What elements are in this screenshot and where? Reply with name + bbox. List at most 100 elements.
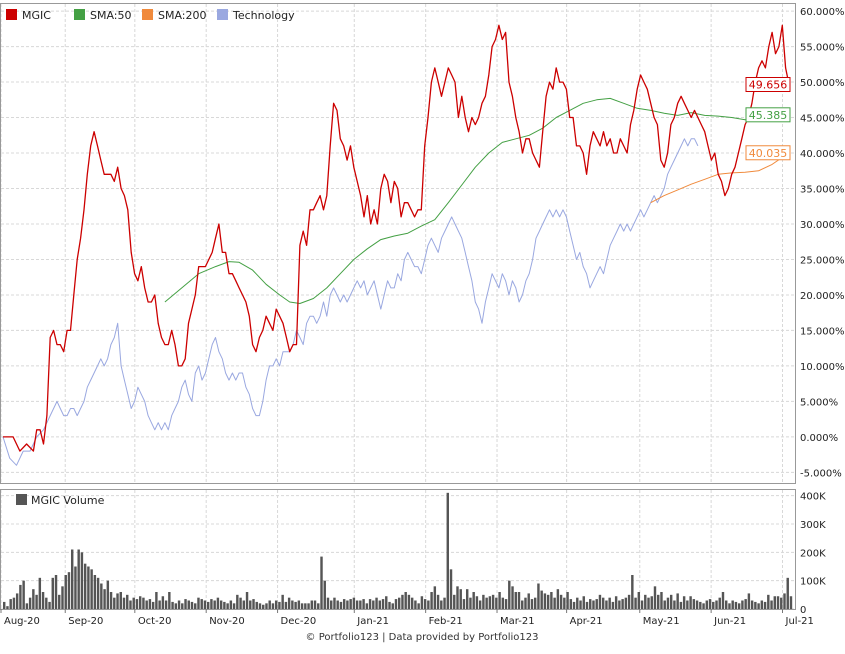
- volume-bar: [611, 601, 615, 609]
- price-panel-frame: [0, 3, 796, 484]
- volume-bar: [138, 596, 142, 609]
- volume-bar: [6, 606, 9, 609]
- volume-bar: [637, 592, 641, 609]
- volume-bar: [540, 590, 543, 609]
- volume-bar: [760, 600, 764, 609]
- volume-bar: [737, 603, 741, 609]
- volume-bar: [770, 600, 773, 609]
- x-tick-label: Aug-20: [4, 616, 40, 627]
- volume-bar: [559, 594, 563, 609]
- volume-bar: [51, 577, 54, 609]
- volume-bar: [715, 600, 718, 609]
- volume-bar: [219, 600, 223, 609]
- volume-bar: [151, 601, 155, 609]
- volume-bar: [249, 600, 252, 609]
- volume-bar: [595, 599, 598, 609]
- volume-bar: [744, 599, 747, 609]
- volume-bar: [475, 596, 479, 609]
- end-label-box-sma50: [745, 107, 791, 123]
- volume-bar: [440, 600, 443, 609]
- end-label-box-price: [745, 77, 791, 93]
- volume-bar: [686, 600, 689, 609]
- volume-bar: [164, 600, 168, 609]
- x-tick-label: Jan-21: [356, 616, 389, 627]
- volume-bar: [223, 601, 226, 609]
- volume-bar: [504, 599, 508, 609]
- volume-bar: [543, 593, 547, 609]
- price-y-tick-label: 50.000%: [800, 78, 845, 89]
- volume-bar: [627, 594, 631, 609]
- price-y-tick-label: 0.000%: [800, 433, 838, 444]
- volume-bar: [689, 596, 692, 609]
- volume-bar: [265, 603, 268, 609]
- volume-bar: [200, 599, 203, 609]
- volume-bar: [569, 599, 573, 609]
- volume-bar: [15, 593, 19, 609]
- volume-bar: [177, 600, 181, 609]
- volume-bars: [3, 492, 793, 609]
- volume-bar: [368, 599, 372, 609]
- volume-bar: [598, 594, 602, 609]
- volume-bar: [304, 603, 307, 609]
- volume-bar: [323, 580, 326, 609]
- volume-bar: [342, 599, 346, 609]
- volume-bar: [786, 577, 789, 609]
- volume-bar: [614, 596, 618, 609]
- volume-bar: [103, 589, 106, 609]
- volume-y-axis: 400K 300K 200K 100K 0: [800, 492, 826, 616]
- volume-bar: [116, 593, 119, 609]
- volume-bar: [734, 601, 738, 609]
- volume-bar: [767, 594, 770, 609]
- volume-bar: [449, 569, 453, 609]
- price-y-tick-label: 5.000%: [800, 397, 838, 408]
- credit-text: © Portfolio123 | Data provided by Portfo…: [306, 632, 539, 643]
- volume-bar: [96, 577, 100, 609]
- volume-bar: [621, 599, 624, 609]
- volume-bar: [430, 592, 433, 609]
- volume-bar: [757, 603, 760, 609]
- volume-bar: [38, 577, 42, 609]
- volume-bar: [291, 600, 294, 609]
- volume-bar: [436, 594, 440, 609]
- volume-bar: [109, 592, 113, 609]
- volume-bar: [284, 601, 288, 609]
- price-y-tick-label: 35.000%: [800, 185, 845, 196]
- volume-bar: [145, 600, 148, 609]
- volume-bar: [676, 593, 679, 609]
- legend-swatch-volume: [16, 494, 27, 505]
- volume-bar: [456, 586, 459, 609]
- price-lines: [2, 24, 790, 466]
- volume-bar: [592, 600, 595, 609]
- volume-bar: [362, 599, 365, 609]
- volume-bar: [210, 599, 213, 609]
- volume-bar: [77, 549, 80, 609]
- volume-bar: [673, 600, 676, 609]
- volume-bar: [741, 600, 744, 609]
- volume-bar: [119, 592, 122, 609]
- volume-bar: [508, 580, 511, 609]
- volume-bar: [258, 603, 262, 609]
- volume-bar: [161, 596, 165, 609]
- series-line-tech: [2, 138, 699, 466]
- volume-bar: [181, 603, 184, 609]
- volume-bar: [789, 596, 793, 609]
- volume-bar: [203, 600, 207, 609]
- price-y-tick-label: 40.000%: [800, 149, 845, 160]
- x-tick-label: May-21: [643, 616, 680, 627]
- volume-bar: [372, 600, 375, 609]
- volume-bar: [634, 597, 637, 609]
- volume-bar: [488, 596, 492, 609]
- volume-bar: [262, 604, 265, 609]
- volume-bar: [378, 600, 382, 609]
- volume-bar: [414, 600, 417, 609]
- volume-bar: [333, 597, 336, 609]
- volume-bar: [747, 593, 751, 609]
- volume-bar: [682, 596, 686, 609]
- volume-bar: [566, 592, 569, 609]
- volume-bar: [352, 597, 356, 609]
- legend-label-sma50: SMA:50: [90, 9, 132, 22]
- volume-bar: [310, 600, 314, 609]
- volume-bar: [229, 600, 233, 609]
- volume-bar: [653, 586, 657, 609]
